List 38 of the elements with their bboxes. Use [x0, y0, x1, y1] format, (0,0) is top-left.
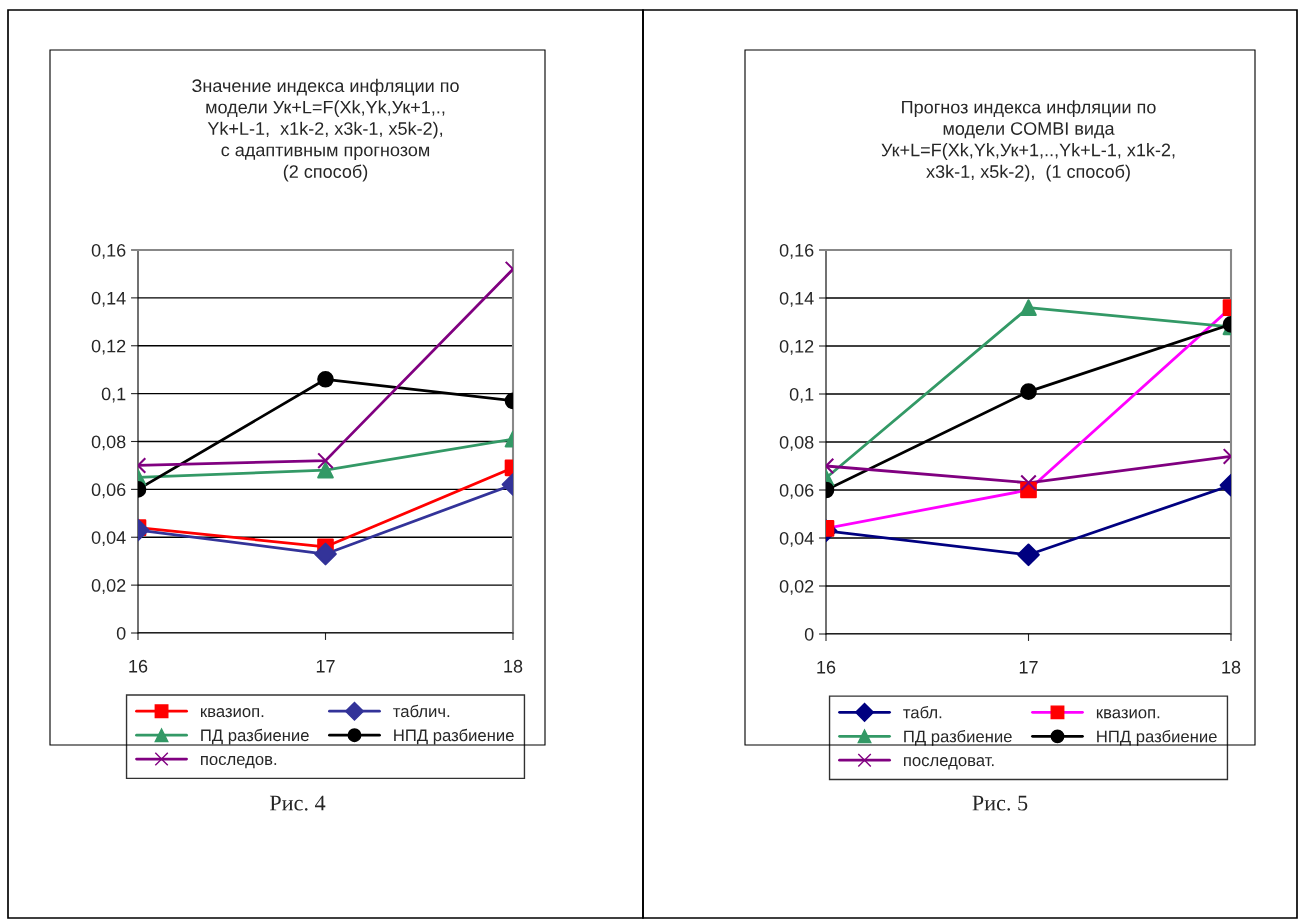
legend-label: последоват. [904, 757, 994, 770]
legend-label: НПД разбиение [1097, 729, 1217, 746]
chart-title: Значение индекса инфляции по модели Ук+L=F(Xk,Yk,Ук+1,., Yk+L-1, x1k-2, x3k-1, x5k-2), с адаптивным прогнозом (2 способ) [192, 78, 459, 182]
y-tick-label: 0,04 [91, 531, 126, 547]
x-tick-label: 18 [504, 659, 523, 673]
text: Рис. 4 [269, 795, 326, 811]
y-tick-label: 0,08 [779, 435, 814, 451]
legend-label: квазиоп. [1096, 709, 1160, 719]
y-tick-label: 0,16 [91, 243, 126, 259]
y-tick-label: 0,04 [779, 531, 814, 547]
legend-label: ПД разбиение [904, 729, 1012, 746]
text: Рис. 5 [972, 795, 1028, 811]
x-tick-label: 16 [129, 659, 148, 673]
x-tick-label: 17 [316, 660, 335, 673]
legend-label: квазиоп. [201, 708, 264, 718]
x-tick-label: 17 [1019, 661, 1038, 674]
y-tick-label: 0,12 [91, 339, 126, 355]
legend-label: НПД разбиение [394, 728, 514, 745]
legend-label: ПД разбиение [201, 728, 309, 745]
y-tick-label: 0,02 [779, 579, 814, 595]
y-tick-label: 0,1 [101, 387, 126, 403]
x-tick-label: 18 [1222, 660, 1241, 674]
y-tick-label: 0,06 [91, 483, 126, 499]
y-tick-label: 0 [804, 627, 814, 641]
legend-label: табл. [903, 705, 942, 719]
y-tick-label: 0,14 [91, 291, 126, 307]
x-tick-label: 16 [817, 660, 836, 674]
y-tick-label: 0,12 [779, 339, 814, 355]
y-tick-label: 0,08 [91, 435, 126, 451]
y-tick-label: 0,16 [779, 243, 814, 259]
legend-label: последов. [201, 755, 277, 769]
legend-label: таблич. [393, 704, 450, 718]
chart-title: Прогноз индекса инфляции по модели COMBI вида Ук+L=F(Xk,Yk,Ук+1,..,Yk+L-1, x1k-2, x3k-1, x5k-2), (1 способ) [881, 100, 1175, 182]
y-tick-label: 0,14 [779, 291, 814, 307]
y-tick-label: 0,06 [779, 483, 814, 499]
y-tick-label: 0 [116, 626, 126, 640]
y-tick-label: 0,02 [91, 579, 126, 594]
y-tick-label: 0,1 [789, 387, 814, 403]
